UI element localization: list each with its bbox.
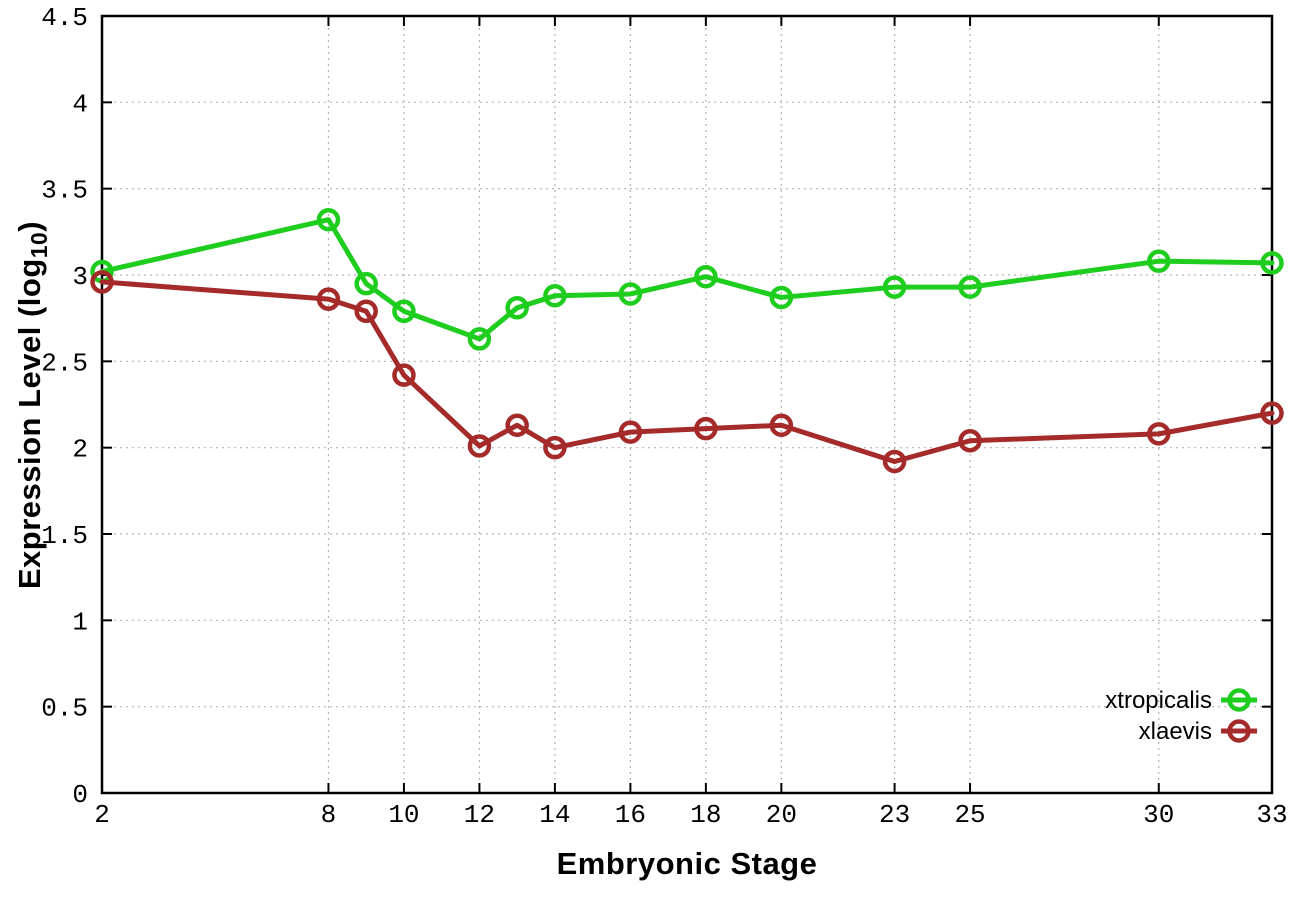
data-point-xlaevis bbox=[882, 449, 907, 474]
data-point-xtropicalis bbox=[543, 283, 567, 308]
data-point-xlaevis bbox=[694, 416, 718, 441]
data-point-xtropicalis bbox=[618, 282, 643, 306]
data-point-xtropicalis bbox=[467, 327, 492, 351]
data-point-xlaevis bbox=[316, 287, 341, 311]
y-tick-label: 3 bbox=[72, 262, 88, 292]
y-tick-label: 0 bbox=[72, 780, 88, 810]
x-tick-label: 23 bbox=[879, 800, 910, 830]
series-line-xtropicalis bbox=[99, 217, 1275, 342]
y-tick-label: 1 bbox=[72, 607, 88, 637]
legend-label-xlaevis: xlaevis bbox=[1139, 718, 1212, 745]
x-tick-label: 33 bbox=[1256, 800, 1287, 830]
x-tick-label: 20 bbox=[766, 800, 797, 830]
data-point-xtropicalis bbox=[958, 275, 982, 299]
y-axis-title-text: Expression Level (log bbox=[12, 258, 47, 590]
y-tick-label: 3.5 bbox=[41, 176, 88, 206]
x-tick-label: 8 bbox=[321, 800, 337, 830]
data-point-xlaevis bbox=[392, 363, 416, 387]
data-point-xlaevis bbox=[1147, 422, 1171, 446]
data-point-xlaevis bbox=[769, 413, 794, 437]
y-tick-label: 4 bbox=[72, 89, 88, 119]
y-tick-label: 4.5 bbox=[41, 3, 88, 33]
data-point-xlaevis bbox=[467, 434, 492, 458]
data-point-xlaevis bbox=[618, 420, 643, 444]
x-axis-title: Embryonic Stage bbox=[556, 846, 818, 881]
data-point-xlaevis bbox=[958, 429, 982, 453]
data-point-xtropicalis bbox=[354, 271, 378, 296]
data-point-xtropicalis bbox=[1147, 249, 1171, 273]
legend-marker-xtropicalis bbox=[1227, 688, 1251, 712]
x-tick-label: 25 bbox=[954, 800, 985, 830]
x-tick-label: 2 bbox=[94, 800, 110, 830]
plot-border bbox=[100, 14, 1274, 795]
data-point-xtropicalis bbox=[1260, 251, 1284, 275]
legend-label-xtropicalis: xtropicalis bbox=[1105, 687, 1212, 714]
y-tick-label: 2 bbox=[72, 435, 88, 465]
y-tick-label: 0.5 bbox=[41, 694, 88, 724]
data-point-xlaevis bbox=[1260, 401, 1284, 425]
y-tick-label: 1.5 bbox=[41, 521, 88, 551]
y-axis-title-subscript: 10 bbox=[26, 231, 53, 259]
data-point-xtropicalis bbox=[392, 299, 416, 324]
data-point-xlaevis bbox=[543, 435, 567, 460]
x-tick-label: 14 bbox=[539, 800, 570, 830]
x-tick-label: 16 bbox=[615, 800, 646, 830]
data-point-xtropicalis bbox=[694, 264, 718, 289]
data-point-xlaevis bbox=[90, 270, 114, 294]
y-axis-title: Expression Level (log10) bbox=[12, 220, 52, 590]
legend-marker-xlaevis bbox=[1227, 719, 1251, 743]
data-point-xlaevis bbox=[505, 413, 529, 437]
data-point-xlaevis bbox=[354, 299, 378, 324]
data-point-xtropicalis bbox=[882, 275, 907, 299]
series-line-xlaevis bbox=[99, 279, 1275, 464]
y-axis-title-close: ) bbox=[12, 220, 47, 232]
y-tick-label: 2.5 bbox=[41, 348, 88, 378]
data-point-xtropicalis bbox=[505, 296, 529, 320]
x-tick-label: 10 bbox=[388, 800, 419, 830]
x-tick-label: 12 bbox=[464, 800, 495, 830]
x-tick-label: 30 bbox=[1143, 800, 1174, 830]
x-tick-label: 18 bbox=[690, 800, 721, 830]
data-point-xtropicalis bbox=[316, 207, 341, 232]
data-point-xtropicalis bbox=[769, 285, 794, 310]
